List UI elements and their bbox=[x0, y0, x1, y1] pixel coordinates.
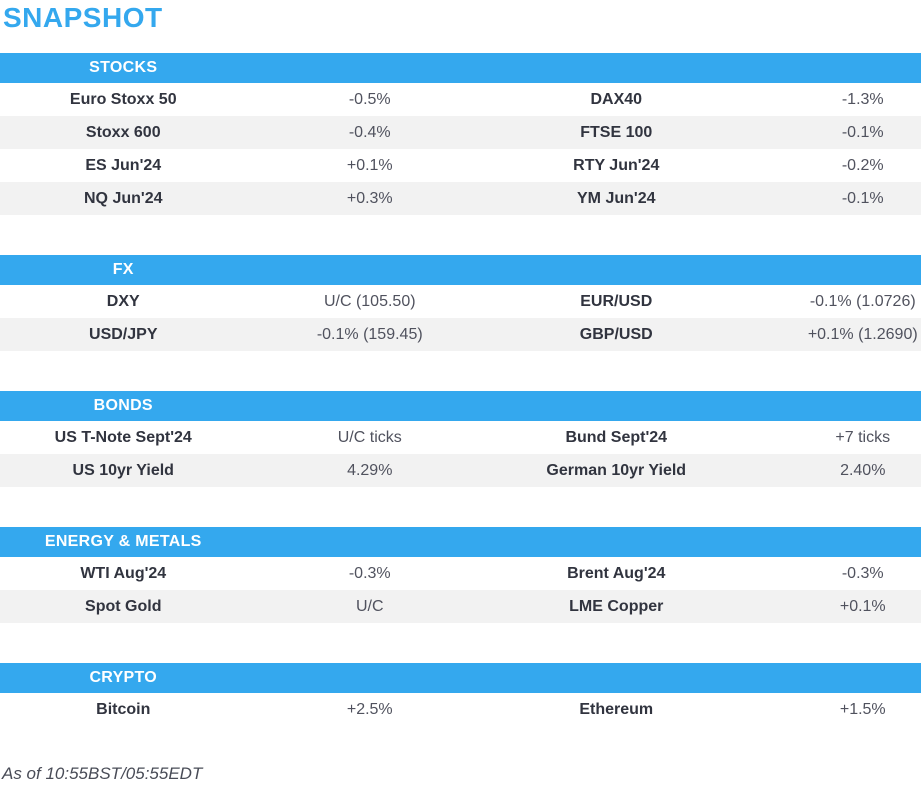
table-row: ES Jun'24 +0.1% RTY Jun'24 -0.2% bbox=[0, 149, 921, 182]
snapshot-table: STOCKS Euro Stoxx 50 -0.5% DAX40 -1.3% Stoxx … bbox=[0, 53, 921, 726]
section-header-energy-metals: ENERGY & METALS bbox=[0, 527, 921, 557]
cell-label1: US T-Note Sept'24 bbox=[54, 428, 192, 446]
cell-value1: +0.3% bbox=[346, 189, 393, 207]
cell-label2: FTSE 100 bbox=[580, 123, 653, 141]
section-crypto: CRYPTO Bitcoin +2.5% Ethereum +1.5% bbox=[0, 663, 921, 726]
cell-label2: YM Jun'24 bbox=[577, 189, 656, 207]
table-row: Bitcoin +2.5% Ethereum +1.5% bbox=[0, 693, 921, 726]
cell-label1: ES Jun'24 bbox=[85, 156, 162, 174]
cell-value1: +2.5% bbox=[346, 700, 393, 718]
cell-label2: EUR/USD bbox=[580, 292, 653, 310]
cell-value1: U/C (105.50) bbox=[323, 292, 416, 310]
cell-label1: WTI Aug'24 bbox=[80, 564, 167, 582]
cell-label2: Bund Sept'24 bbox=[565, 428, 668, 446]
page-title: SNAPSHOT bbox=[3, 2, 163, 33]
cell-label2: Ethereum bbox=[579, 700, 654, 718]
table-row: US 10yr Yield 4.29% German 10yr Yield 2.40% bbox=[0, 454, 921, 487]
cell-label2: DAX40 bbox=[590, 90, 643, 108]
section-header-fx: FX bbox=[0, 255, 921, 285]
section-header-label: CRYPTO bbox=[89, 669, 158, 686]
table-row: DXY U/C (105.50) EUR/USD -0.1% (1.0726) bbox=[0, 285, 921, 318]
table-row: WTI Aug'24 -0.3% Brent Aug'24 -0.3% bbox=[0, 557, 921, 590]
cell-label1: Spot Gold bbox=[85, 597, 162, 615]
cell-value2: -0.2% bbox=[841, 156, 884, 174]
cell-value1: -0.3% bbox=[348, 564, 391, 582]
section-header-label: BONDS bbox=[93, 397, 153, 414]
table-row: NQ Jun'24 +0.3% YM Jun'24 -0.1% bbox=[0, 182, 921, 215]
cell-value2: 2.40% bbox=[840, 461, 886, 479]
cell-value2: -0.1% bbox=[841, 123, 884, 141]
cell-value1: 4.29% bbox=[347, 461, 393, 479]
cell-value1: U/C bbox=[355, 597, 384, 615]
section-header-label: STOCKS bbox=[89, 59, 158, 76]
cell-label1: DXY bbox=[106, 292, 140, 310]
cell-value2: -0.1% (1.0726) bbox=[809, 292, 916, 310]
section-bonds: BONDS US T-Note Sept'24 U/C ticks Bund Sept… bbox=[0, 391, 921, 487]
cell-label2: LME Copper bbox=[569, 597, 664, 615]
cell-value1: +0.1% bbox=[346, 156, 393, 174]
cell-value2: +1.5% bbox=[839, 700, 886, 718]
section-header-stocks: STOCKS bbox=[0, 53, 921, 83]
table-row: USD/JPY -0.1% (159.45) GBP/USD +0.1% (1.269… bbox=[0, 318, 921, 351]
section-header-bonds: BONDS bbox=[0, 391, 921, 421]
table-row: Euro Stoxx 50 -0.5% DAX40 -1.3% bbox=[0, 83, 921, 116]
timestamp-note: As of 10:55BST/05:55EDT bbox=[2, 764, 203, 783]
cell-label1: USD/JPY bbox=[89, 325, 158, 343]
table-row: Stoxx 600 -0.4% FTSE 100 -0.1% bbox=[0, 116, 921, 149]
cell-label1: US 10yr Yield bbox=[72, 461, 174, 479]
section-energy-metals: ENERGY & METALS WTI Aug'24 -0.3% Brent Aug'… bbox=[0, 527, 921, 623]
cell-value1: -0.5% bbox=[348, 90, 391, 108]
cell-value2: +0.1% (1.2690) bbox=[807, 325, 918, 343]
cell-label2: GBP/USD bbox=[579, 325, 653, 343]
cell-label2: German 10yr Yield bbox=[546, 461, 687, 479]
section-header-label: FX bbox=[112, 261, 134, 278]
cell-label1: Stoxx 600 bbox=[85, 123, 161, 141]
cell-label2: RTY Jun'24 bbox=[573, 156, 660, 174]
cell-label1: Euro Stoxx 50 bbox=[69, 90, 177, 108]
cell-value1: -0.1% (159.45) bbox=[316, 325, 423, 343]
section-fx: FX DXY U/C (105.50) EUR/USD -0.1% (1.0726) US… bbox=[0, 255, 921, 351]
cell-label2: Brent Aug'24 bbox=[567, 564, 666, 582]
cell-value1: U/C ticks bbox=[337, 428, 402, 446]
cell-label1: Bitcoin bbox=[96, 700, 151, 718]
cell-value2: -0.1% bbox=[841, 189, 884, 207]
table-row: Spot Gold U/C LME Copper +0.1% bbox=[0, 590, 921, 623]
cell-value2: -0.3% bbox=[841, 564, 884, 582]
cell-value2: +7 ticks bbox=[835, 428, 891, 446]
table-row: US T-Note Sept'24 U/C ticks Bund Sept'24 +7… bbox=[0, 421, 921, 454]
cell-label1: NQ Jun'24 bbox=[84, 189, 163, 207]
section-header-crypto: CRYPTO bbox=[0, 663, 921, 693]
section-header-label: ENERGY & METALS bbox=[44, 533, 202, 550]
cell-value1: -0.4% bbox=[348, 123, 391, 141]
cell-value2: -1.3% bbox=[841, 90, 884, 108]
section-stocks: STOCKS Euro Stoxx 50 -0.5% DAX40 -1.3% Stoxx … bbox=[0, 53, 921, 215]
cell-value2: +0.1% bbox=[839, 597, 886, 615]
